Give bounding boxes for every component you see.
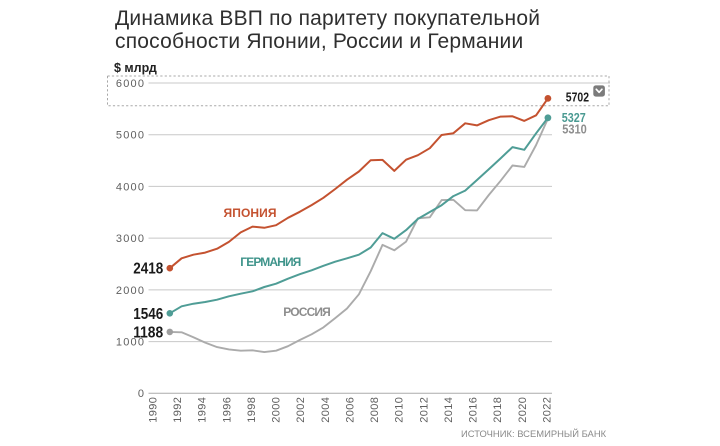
svg-text:1996: 1996	[221, 397, 233, 423]
svg-text:2002: 2002	[295, 397, 307, 423]
svg-text:ГЕРМАНИЯ: ГЕРМАНИЯ	[240, 255, 301, 269]
svg-text:2010: 2010	[394, 397, 406, 423]
svg-text:2018: 2018	[492, 397, 504, 423]
svg-text:1188: 1188	[133, 324, 163, 341]
svg-text:2000: 2000	[116, 285, 145, 297]
svg-text:5327: 5327	[562, 110, 586, 125]
svg-text:1546: 1546	[133, 306, 163, 323]
svg-text:1992: 1992	[172, 397, 184, 423]
svg-text:5000: 5000	[116, 130, 145, 142]
svg-text:2008: 2008	[369, 397, 381, 423]
svg-text:2004: 2004	[320, 397, 332, 423]
svg-text:6000: 6000	[116, 78, 145, 90]
svg-text:1994: 1994	[197, 397, 209, 423]
svg-text:1998: 1998	[246, 397, 258, 423]
svg-text:2022: 2022	[541, 397, 553, 423]
svg-text:5310: 5310	[562, 122, 587, 137]
svg-text:2000: 2000	[271, 397, 283, 423]
svg-text:2014: 2014	[443, 397, 455, 423]
svg-text:РОССИЯ: РОССИЯ	[283, 305, 331, 319]
svg-text:2418: 2418	[133, 260, 163, 277]
svg-text:2020: 2020	[517, 397, 529, 423]
svg-text:1990: 1990	[148, 397, 160, 423]
svg-text:2016: 2016	[468, 397, 480, 423]
svg-text:4000: 4000	[116, 181, 145, 193]
svg-text:2012: 2012	[418, 397, 430, 423]
svg-text:ЯПОНИЯ: ЯПОНИЯ	[224, 206, 277, 220]
svg-text:5702: 5702	[566, 90, 589, 105]
svg-text:1000: 1000	[116, 337, 145, 349]
svg-text:2006: 2006	[345, 397, 357, 423]
svg-text:3000: 3000	[116, 233, 145, 245]
svg-text:0: 0	[138, 388, 145, 400]
